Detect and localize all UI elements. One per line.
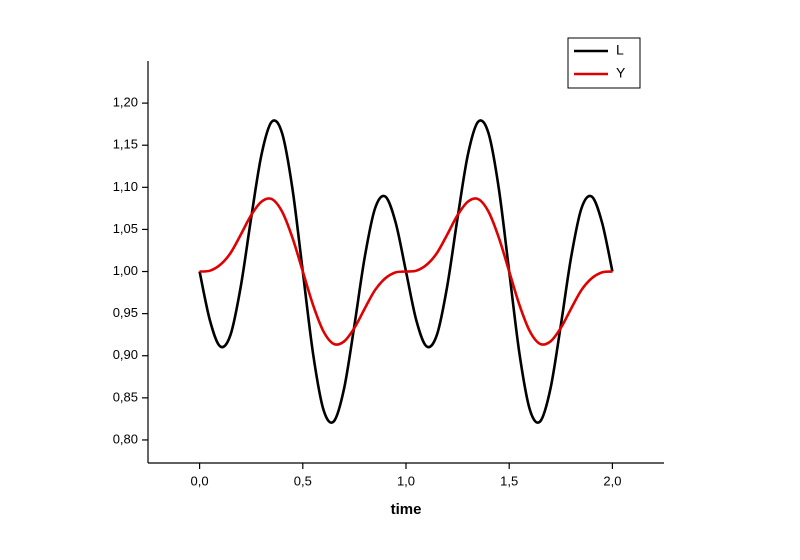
y-tick-label: 1,20: [113, 95, 138, 110]
y-tick-label: 1,10: [113, 179, 138, 194]
x-tick-label: 1,0: [397, 473, 415, 488]
y-tick-label: 0,80: [113, 431, 138, 446]
y-tick-label: 0,85: [113, 389, 138, 404]
x-axis-label: time: [391, 501, 422, 518]
legend-label: Y: [616, 65, 626, 81]
y-tick-label: 1,05: [113, 221, 138, 236]
legend-label: L: [616, 42, 624, 58]
legend-box: [567, 37, 641, 89]
y-tick-label: 1,15: [113, 137, 138, 152]
x-tick-label: 1,5: [500, 473, 518, 488]
x-tick-label: 0,5: [294, 473, 312, 488]
y-tick-label: 0,90: [113, 347, 138, 362]
x-tick-label: 0,0: [191, 473, 209, 488]
y-tick-label: 0,95: [113, 305, 138, 320]
x-tick-label: 2,0: [603, 473, 621, 488]
series-line: [199, 197, 613, 346]
y-tick-label: 1,00: [113, 263, 138, 278]
